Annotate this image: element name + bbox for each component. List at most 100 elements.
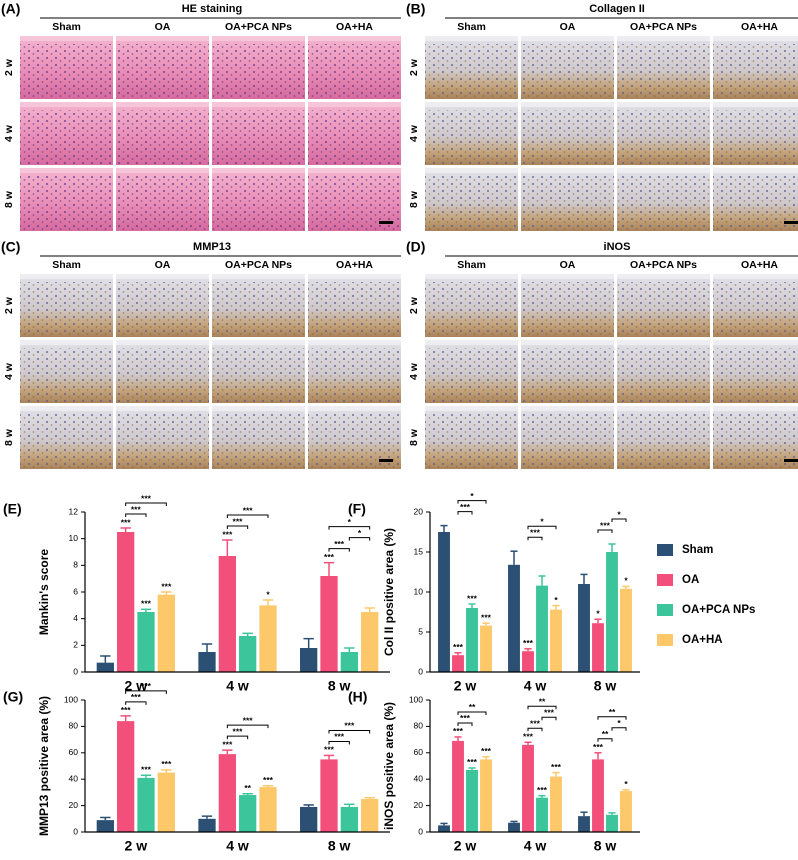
micrograph-cells xyxy=(617,414,710,469)
micrograph-cells xyxy=(425,176,518,231)
bar xyxy=(300,806,318,832)
bracket-line xyxy=(226,735,249,740)
error-bar xyxy=(140,608,152,612)
micrograph-surface xyxy=(425,102,518,107)
micrograph-surface xyxy=(20,340,113,345)
bar xyxy=(340,652,358,672)
bar xyxy=(259,787,277,832)
bracket-significance: * xyxy=(358,528,362,538)
x-tick-label: 2 w xyxy=(454,678,477,694)
significance: *** xyxy=(141,764,152,774)
row-label: 2 w xyxy=(408,296,420,314)
micrograph-surface xyxy=(617,274,710,279)
bracket-significance: *** xyxy=(344,721,355,731)
error-bar xyxy=(580,573,588,584)
micrograph-cells xyxy=(521,414,614,469)
significance: *** xyxy=(523,731,534,741)
micrograph-cells xyxy=(617,110,710,165)
y-axis-label: Col II positive area (%) xyxy=(382,528,396,656)
column-header: OA+PCA NPs xyxy=(225,21,292,33)
bar xyxy=(480,759,492,832)
micrograph-surface xyxy=(116,36,209,41)
micrograph-surface xyxy=(521,274,614,279)
row-label: 2 w xyxy=(408,58,420,76)
error-bar xyxy=(262,785,274,788)
bracket-line xyxy=(611,518,627,522)
bracket-line xyxy=(348,537,371,541)
bar xyxy=(606,552,618,672)
bracket: *** xyxy=(328,539,350,552)
bracket-line xyxy=(125,701,147,705)
bracket: *** xyxy=(527,527,543,541)
panel-title: HE staining xyxy=(182,3,243,15)
bracket: ** xyxy=(527,696,557,710)
bracket-significance: *** xyxy=(530,527,541,537)
significance: *** xyxy=(467,757,478,767)
micrograph-surface xyxy=(116,168,209,173)
column-header: Sham xyxy=(457,259,486,271)
significance: *** xyxy=(161,581,172,591)
significance: *** xyxy=(551,762,562,772)
error-bar xyxy=(510,550,518,565)
micrograph-surface xyxy=(713,168,798,173)
legend-swatch xyxy=(657,544,673,556)
x-tick-label: 8 w xyxy=(594,838,617,854)
micrograph-surface xyxy=(521,406,614,411)
micrograph-cells xyxy=(116,414,209,469)
micrograph-surface xyxy=(713,102,798,107)
significance: *** xyxy=(481,612,492,622)
micrograph-cells xyxy=(617,282,710,337)
micrograph-surface xyxy=(425,168,518,173)
micrograph-cells xyxy=(713,348,798,403)
micrograph-surface xyxy=(308,274,401,279)
y-tick-label: 40 xyxy=(414,773,424,783)
bracket-significance: *** xyxy=(460,713,471,723)
bracket-significance: *** xyxy=(460,502,471,512)
micrograph-surface xyxy=(116,274,209,279)
bar xyxy=(361,612,379,672)
bracket-significance: * xyxy=(470,491,474,501)
y-tick-label: 100 xyxy=(409,694,423,704)
micrograph-surface xyxy=(713,340,798,345)
bracket: *** xyxy=(597,520,613,533)
error-bar xyxy=(303,637,314,648)
micrograph-surface xyxy=(212,274,305,279)
error-bar xyxy=(242,632,253,636)
micrograph-surface xyxy=(521,102,614,107)
bracket-significance: *** xyxy=(141,681,152,691)
micrograph-cells xyxy=(617,176,710,231)
error-bar xyxy=(201,815,213,819)
legend-swatch xyxy=(657,634,673,646)
bracket: *** xyxy=(226,516,249,529)
bracket: *** xyxy=(226,505,269,518)
micrograph-cells xyxy=(212,348,305,403)
micrograph-cells xyxy=(212,176,305,231)
error-bar xyxy=(552,771,560,777)
bracket-significance: *** xyxy=(233,516,244,526)
significance: * xyxy=(624,779,628,789)
y-tick-label: 0 xyxy=(418,826,423,836)
row-label: 4 w xyxy=(408,362,420,380)
x-tick-label: 4 w xyxy=(524,678,547,694)
bar xyxy=(198,818,216,832)
y-tick-label: 2 xyxy=(73,640,78,650)
micrograph-cells xyxy=(521,110,614,165)
micrograph-surface xyxy=(20,102,113,107)
error-bar xyxy=(538,794,546,798)
error-bar xyxy=(120,715,131,722)
error-bar xyxy=(262,599,274,606)
bracket: *** xyxy=(457,502,473,515)
bar xyxy=(157,772,175,832)
column-header: OA+HA xyxy=(741,21,778,33)
panel-label: (H) xyxy=(348,689,367,705)
bar xyxy=(438,532,450,672)
bracket: * xyxy=(611,509,627,522)
bar xyxy=(550,776,562,832)
bracket: *** xyxy=(226,726,249,740)
column-header: OA xyxy=(155,259,171,271)
bar xyxy=(592,759,604,832)
micrograph-surface xyxy=(617,102,710,107)
micrograph-cells xyxy=(521,44,614,99)
micrograph-cells xyxy=(617,348,710,403)
